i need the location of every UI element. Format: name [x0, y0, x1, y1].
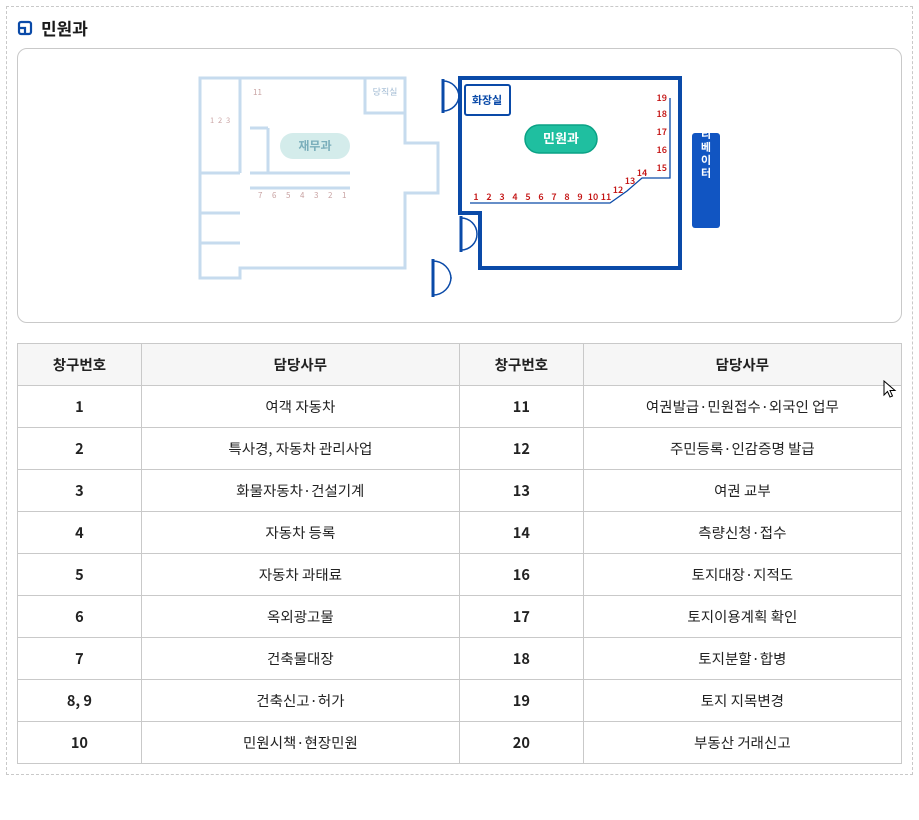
svg-text:7: 7 [258, 190, 263, 201]
cell-task: 토지분할·합병 [583, 638, 901, 680]
left-counter-numbers: 7 6 5 4 3 2 1 [258, 190, 346, 201]
cell-counter-num: 2 [18, 428, 142, 470]
cell-counter-num: 16 [459, 554, 583, 596]
cell-task: 여객 자동차 [141, 386, 459, 428]
cell-counter-num: 20 [459, 722, 583, 764]
cell-task: 주민등록·인감증명 발급 [583, 428, 901, 470]
th-num-1: 창구번호 [18, 344, 142, 386]
cell-task: 부동산 거래신고 [583, 722, 901, 764]
cell-task: 자동차 등록 [141, 512, 459, 554]
svg-text:5: 5 [525, 190, 530, 203]
svg-text:11: 11 [600, 190, 610, 203]
cell-task: 화물자동차·건설기계 [141, 470, 459, 512]
cell-counter-num: 7 [18, 638, 142, 680]
svg-text:18: 18 [656, 107, 666, 120]
cell-counter-num: 1 [18, 386, 142, 428]
svg-text:1: 1 [210, 115, 214, 126]
cell-counter-num: 10 [18, 722, 142, 764]
th-task-2: 담당사무 [583, 344, 901, 386]
svg-text:2: 2 [486, 190, 491, 203]
table-row: 6옥외광고물17토지이용계획 확인 [18, 596, 902, 638]
title-icon [17, 19, 35, 37]
cell-counter-num: 4 [18, 512, 142, 554]
table-row: 10민원시책·현장민원20부동산 거래신고 [18, 722, 902, 764]
cell-counter-num: 17 [459, 596, 583, 638]
cell-counter-num: 11 [459, 386, 583, 428]
svg-text:7: 7 [551, 190, 556, 203]
table-row: 2특사경, 자동차 관리사업12주민등록·인감증명 발급 [18, 428, 902, 470]
cell-task: 토지 지목변경 [583, 680, 901, 722]
table-row: 4자동차 등록14측량신청·접수 [18, 512, 902, 554]
svg-text:8: 8 [564, 190, 569, 203]
svg-text:9: 9 [577, 190, 582, 203]
th-task-1: 담당사무 [141, 344, 459, 386]
cell-task: 자동차 과태료 [141, 554, 459, 596]
svg-text:10: 10 [587, 190, 597, 203]
section-title: 민원과 [17, 15, 902, 40]
svg-text:16: 16 [656, 143, 666, 156]
table-row: 1여객 자동차11여권발급·민원접수·외국인 업무 [18, 386, 902, 428]
cell-counter-num: 3 [18, 470, 142, 512]
svg-text:3: 3 [314, 190, 318, 201]
cell-task: 여권발급·민원접수·외국인 업무 [583, 386, 901, 428]
table-header-row: 창구번호 담당사무 창구번호 담당사무 [18, 344, 902, 386]
dashed-container: 민원과 [6, 6, 913, 775]
cell-task: 특사경, 자동차 관리사업 [141, 428, 459, 470]
svg-text:17: 17 [656, 125, 666, 138]
counter-right-numbers: 15 16 17 18 19 [656, 91, 666, 174]
left-top-tiny: 11 [253, 87, 262, 98]
cell-task: 토지이용계획 확인 [583, 596, 901, 638]
svg-text:15: 15 [656, 161, 666, 174]
table-row: 7건축물대장18토지분할·합병 [18, 638, 902, 680]
floor-plan-diagram: 재무과 당직실 7 6 5 4 3 2 1 1 2 3 11 [180, 63, 740, 308]
cell-task: 민원시책·현장민원 [141, 722, 459, 764]
left-tiny-triplet: 1 2 3 [210, 115, 230, 126]
cell-counter-num: 8, 9 [18, 680, 142, 722]
cell-task: 건축신고·허가 [141, 680, 459, 722]
table-row: 8, 9건축신고·허가19토지 지목변경 [18, 680, 902, 722]
cell-counter-num: 5 [18, 554, 142, 596]
left-room-label: 재무과 [298, 137, 331, 154]
svg-text:6: 6 [538, 190, 543, 203]
right-room-label: 민원과 [543, 128, 579, 147]
table-row: 3화물자동차·건설기계13여권 교부 [18, 470, 902, 512]
cell-counter-num: 12 [459, 428, 583, 470]
cell-task: 건축물대장 [141, 638, 459, 680]
svg-text:12: 12 [612, 183, 622, 196]
svg-text:3: 3 [226, 115, 230, 126]
cell-task: 토지대장·지적도 [583, 554, 901, 596]
svg-text:13: 13 [624, 174, 634, 187]
th-num-2: 창구번호 [459, 344, 583, 386]
svg-text:4: 4 [512, 190, 517, 203]
svg-text:4: 4 [300, 190, 305, 201]
left-small-room-label: 당직실 [372, 85, 397, 98]
svg-text:1: 1 [473, 190, 478, 203]
cell-counter-num: 14 [459, 512, 583, 554]
counter-task-table: 창구번호 담당사무 창구번호 담당사무 1여객 자동차11여권발급·민원접수·외… [17, 343, 902, 764]
cell-counter-num: 19 [459, 680, 583, 722]
svg-text:3: 3 [499, 190, 504, 203]
svg-text:1: 1 [342, 190, 346, 201]
svg-text:14: 14 [636, 166, 646, 179]
cell-task: 여권 교부 [583, 470, 901, 512]
table-row: 5자동차 과태료16토지대장·지적도 [18, 554, 902, 596]
svg-text:2: 2 [218, 115, 222, 126]
svg-text:2: 2 [328, 190, 333, 201]
cell-task: 측량신청·접수 [583, 512, 901, 554]
svg-text:19: 19 [656, 91, 666, 104]
title-label: 민원과 [41, 15, 88, 40]
cell-counter-num: 6 [18, 596, 142, 638]
cell-task: 옥외광고물 [141, 596, 459, 638]
cell-counter-num: 13 [459, 470, 583, 512]
elevator-label: 엘리베이터 [698, 116, 714, 181]
cell-counter-num: 18 [459, 638, 583, 680]
svg-text:5: 5 [286, 190, 291, 201]
bathroom-label: 화장실 [471, 92, 501, 108]
svg-text:6: 6 [272, 190, 277, 201]
floor-map-container: 재무과 당직실 7 6 5 4 3 2 1 1 2 3 11 [17, 48, 902, 323]
